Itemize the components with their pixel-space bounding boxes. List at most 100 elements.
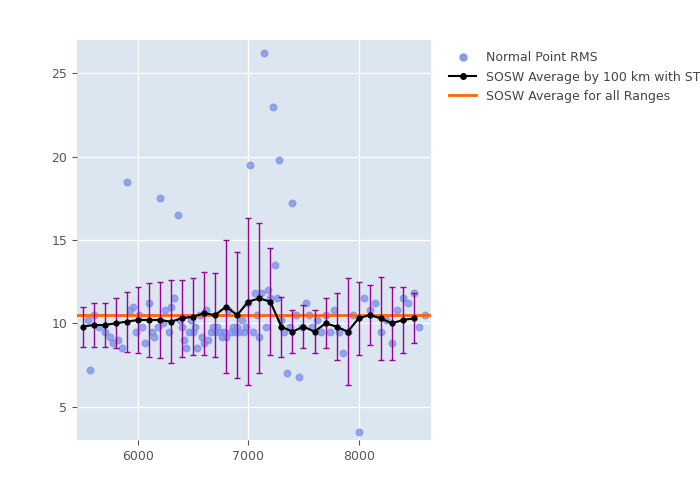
Point: [364, 306, 375, 314]
Point: [205, 328, 216, 336]
Point: [342, 328, 354, 336]
Point: [290, 311, 301, 319]
Point: [190, 322, 201, 330]
Point: [414, 322, 425, 330]
Point: [201, 306, 212, 314]
Point: [148, 332, 160, 340]
Point: [238, 328, 249, 336]
Point: [225, 328, 236, 336]
Point: [285, 322, 296, 330]
Point: [234, 328, 245, 336]
Point: [181, 344, 192, 352]
Point: [211, 322, 223, 330]
Point: [88, 311, 99, 319]
Point: [260, 322, 272, 330]
Point: [108, 340, 119, 347]
Point: [276, 316, 287, 324]
Point: [320, 311, 331, 319]
Point: [121, 178, 132, 186]
Point: [240, 322, 251, 330]
Point: [214, 328, 225, 336]
Point: [136, 322, 148, 330]
Point: [99, 328, 110, 336]
Point: [272, 294, 283, 302]
Point: [83, 316, 94, 324]
Point: [265, 294, 276, 302]
Point: [94, 322, 105, 330]
Point: [402, 300, 414, 308]
Point: [218, 328, 230, 336]
Point: [386, 340, 398, 347]
Point: [192, 344, 203, 352]
Point: [398, 294, 409, 302]
Point: [152, 322, 163, 330]
Point: [207, 322, 218, 330]
Point: [267, 102, 278, 110]
Point: [269, 261, 280, 269]
Point: [329, 306, 340, 314]
Point: [133, 311, 144, 319]
Point: [324, 328, 335, 336]
Point: [228, 322, 239, 330]
Point: [216, 332, 228, 340]
Point: [203, 336, 214, 344]
Point: [408, 290, 419, 298]
Point: [253, 332, 265, 340]
Point: [169, 294, 180, 302]
Point: [188, 328, 199, 336]
Point: [158, 320, 169, 328]
Point: [370, 300, 381, 308]
Point: [209, 328, 220, 336]
Point: [117, 344, 128, 352]
Point: [85, 366, 96, 374]
Point: [243, 300, 254, 308]
Point: [307, 322, 318, 330]
Point: [220, 332, 232, 340]
Point: [176, 322, 188, 330]
Point: [293, 372, 304, 380]
Point: [348, 311, 359, 319]
Point: [303, 311, 314, 319]
Point: [112, 336, 123, 344]
Point: [165, 302, 176, 310]
Point: [337, 350, 349, 358]
Point: [316, 328, 327, 336]
Point: [178, 336, 190, 344]
Point: [144, 300, 155, 308]
Point: [249, 290, 260, 298]
Point: [183, 328, 194, 336]
Point: [174, 316, 186, 324]
Point: [287, 200, 298, 207]
Point: [196, 332, 207, 340]
Point: [186, 316, 197, 324]
Point: [300, 300, 312, 308]
Point: [172, 211, 183, 219]
Point: [274, 156, 285, 164]
Point: [281, 370, 293, 378]
Point: [278, 328, 289, 336]
Point: [251, 311, 262, 319]
Point: [230, 328, 241, 336]
Legend: Normal Point RMS, SOSW Average by 100 km with STD, SOSW Average for all Ranges: Normal Point RMS, SOSW Average by 100 km…: [444, 46, 700, 108]
Point: [146, 328, 158, 336]
Point: [311, 316, 322, 324]
Point: [198, 340, 209, 347]
Point: [392, 306, 403, 314]
Point: [127, 302, 139, 310]
Point: [419, 311, 430, 319]
Point: [104, 332, 116, 340]
Point: [160, 306, 171, 314]
Point: [163, 328, 174, 336]
Point: [232, 322, 243, 330]
Point: [194, 311, 205, 319]
Point: [125, 306, 136, 314]
Point: [333, 328, 344, 336]
Point: [245, 161, 256, 169]
Point: [247, 328, 258, 336]
Point: [236, 316, 247, 324]
Point: [353, 428, 364, 436]
Point: [256, 290, 267, 298]
Point: [130, 328, 141, 336]
Point: [262, 286, 274, 294]
Point: [358, 294, 370, 302]
